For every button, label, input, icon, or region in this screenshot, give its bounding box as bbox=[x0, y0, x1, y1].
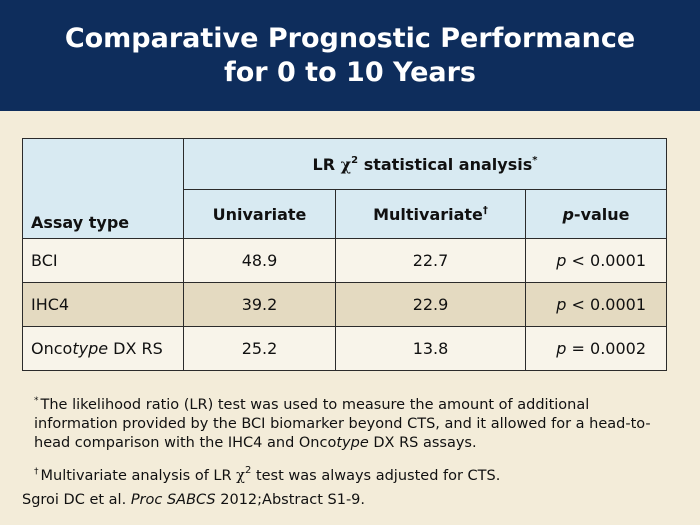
footnote-text: The likelihood ratio (LR) test was used … bbox=[34, 397, 651, 451]
column-header-p-value: p-value bbox=[525, 189, 667, 239]
group-header-lr-analysis: LR χ2 statistical analysis* bbox=[183, 138, 667, 190]
footnote-text-end: test was always adjusted for CTS. bbox=[251, 468, 501, 484]
assay-name: Onco bbox=[31, 339, 73, 358]
footnote-text-end: DX RS assays. bbox=[368, 435, 477, 451]
title-bar: Comparative Prognostic Performance for 0… bbox=[0, 0, 700, 111]
slide-title-line-2: for 0 to 10 Years bbox=[223, 56, 477, 88]
slide-title-line-1: Comparative Prognostic Performance bbox=[64, 22, 636, 54]
citation-details: 2012;Abstract S1-9. bbox=[215, 492, 366, 508]
univariate-cell: 39.2 bbox=[183, 282, 336, 327]
column-header-assay-type: Assay type bbox=[22, 138, 184, 239]
table-row: BCI 48.9 22.7 p < 0.0001 bbox=[22, 238, 667, 283]
p-value: = 0.0002 bbox=[566, 339, 646, 358]
assay-cell: IHC4 bbox=[22, 282, 184, 327]
chi-superscript: 2 bbox=[244, 465, 252, 476]
multivariate-cell: 13.8 bbox=[335, 326, 526, 371]
footnote-marker-dagger: † bbox=[34, 467, 39, 477]
footnote-text: Multivariate analysis of LR bbox=[40, 468, 237, 484]
multivariate-label: Multivariate bbox=[373, 204, 483, 224]
table-row: Oncotype DX RS 25.2 13.8 p = 0.0002 bbox=[22, 326, 667, 371]
citation: Sgroi DC et al. Proc SABCS 2012;Abstract… bbox=[22, 492, 365, 508]
column-header-univariate: Univariate bbox=[183, 189, 336, 239]
footnotes: * The likelihood ratio (LR) test was used… bbox=[34, 392, 664, 494]
chi-symbol: χ bbox=[236, 468, 245, 484]
p-value-cell: p < 0.0001 bbox=[525, 282, 667, 327]
chi-superscript: 2 bbox=[351, 154, 359, 166]
chi-symbol: χ bbox=[340, 154, 352, 174]
p-value: < 0.0001 bbox=[566, 295, 646, 314]
assay-name-italic: type bbox=[72, 339, 109, 358]
table-row: IHC4 39.2 22.9 p < 0.0001 bbox=[22, 282, 667, 327]
group-header-suffix: statistical analysis bbox=[358, 154, 533, 174]
p-italic: p bbox=[556, 295, 567, 314]
table-header-row-bottom: Univariate Multivariate† p-value bbox=[23, 189, 667, 239]
results-table-container: Assay type LR χ2 statistical analysis* U… bbox=[22, 138, 667, 371]
citation-authors: Sgroi DC et al. bbox=[22, 492, 131, 508]
univariate-cell: 25.2 bbox=[183, 326, 336, 371]
footnote-likelihood-ratio: * The likelihood ratio (LR) test was used… bbox=[34, 392, 664, 453]
multivariate-cell: 22.7 bbox=[335, 238, 526, 283]
footnote-marker-asterisk: * bbox=[532, 154, 538, 166]
footnote-text-italic: type bbox=[336, 435, 369, 451]
univariate-cell: 48.9 bbox=[183, 238, 336, 283]
results-table: Assay type LR χ2 statistical analysis* U… bbox=[22, 138, 667, 371]
assay-cell: Oncotype DX RS bbox=[22, 326, 184, 371]
footnote-marker-asterisk: * bbox=[34, 396, 39, 406]
group-header-prefix: LR bbox=[312, 154, 341, 174]
table-header-row-top: Assay type LR χ2 statistical analysis* bbox=[22, 138, 667, 239]
footnote-marker-dagger: † bbox=[482, 204, 488, 216]
assay-cell: BCI bbox=[22, 238, 184, 283]
p-value-cell: p < 0.0001 bbox=[525, 238, 667, 283]
multivariate-cell: 22.9 bbox=[335, 282, 526, 327]
p-italic: p bbox=[556, 339, 567, 358]
assay-name-suffix: DX RS bbox=[108, 339, 163, 358]
p-value-cell: p = 0.0002 bbox=[525, 326, 667, 371]
assay-name: IHC4 bbox=[31, 295, 70, 314]
p-italic: p bbox=[556, 251, 567, 270]
footnote-multivariate: † Multivariate analysis of LR χ2 test was… bbox=[34, 461, 664, 486]
citation-journal: Proc SABCS bbox=[130, 492, 216, 508]
p-italic-label: p bbox=[562, 204, 574, 224]
assay-name: BCI bbox=[31, 251, 58, 270]
p-value-label-rest: -value bbox=[573, 204, 630, 224]
p-value: < 0.0001 bbox=[566, 251, 646, 270]
column-header-multivariate: Multivariate† bbox=[335, 189, 526, 239]
